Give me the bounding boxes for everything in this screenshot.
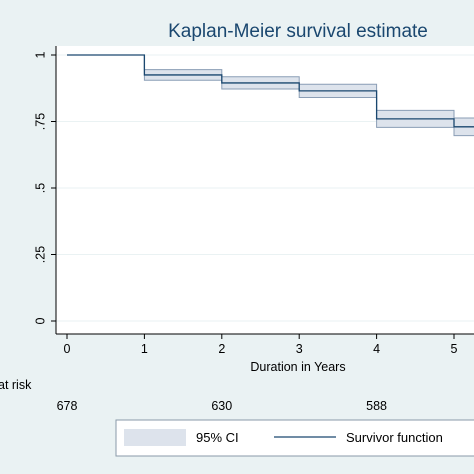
risk-count-0: 678: [57, 399, 78, 413]
x-tick-label-2: 2: [218, 342, 225, 356]
risk-table: 678 630 588: [57, 399, 388, 413]
axes: 0 .25 .5 .75 1 0 1 2 3 4 5: [33, 46, 474, 356]
legend-ci-swatch: [124, 429, 186, 446]
risk-count-4: 588: [366, 399, 387, 413]
y-tick-label-.75: .75: [33, 113, 47, 130]
risk-count-2: 630: [211, 399, 232, 413]
plot-area: [56, 46, 474, 334]
ci-lower-bound: [67, 54, 474, 137]
risk-table-title: at risk: [0, 378, 32, 392]
x-tick-label-4: 4: [373, 342, 380, 356]
survivor-function-line: [67, 54, 474, 128]
x-tick-label-5: 5: [451, 342, 458, 356]
legend: 95% CI Survivor function: [115, 419, 474, 457]
legend-survivor-label: Survivor function: [346, 430, 443, 445]
y-tick-label-.25: .25: [33, 246, 47, 263]
x-axis-title: Duration in Years: [250, 360, 345, 374]
x-tick-label-3: 3: [296, 342, 303, 356]
y-tick-label-.5: .5: [33, 183, 47, 193]
chart-title: Kaplan-Meier survival estimate: [168, 21, 428, 42]
y-tick-label-0: 0: [33, 317, 47, 324]
x-tick-label-1: 1: [141, 342, 148, 356]
y-tick-label-1: 1: [33, 51, 47, 58]
survivor-function-path: [67, 54, 474, 128]
legend-ci-label: 95% CI: [196, 430, 239, 445]
x-tick-label-0: 0: [64, 342, 71, 356]
